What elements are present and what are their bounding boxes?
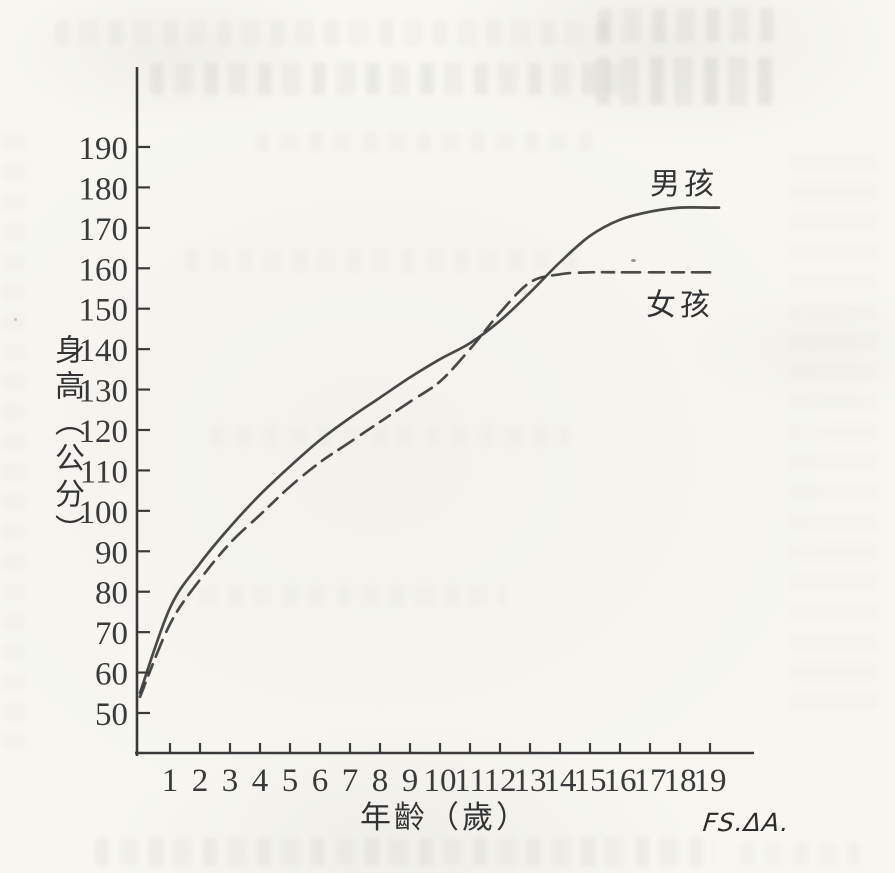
x-tick-label: 11: [454, 763, 486, 799]
x-tick-label: 12: [484, 763, 517, 799]
y-tick-label: 160: [79, 252, 129, 288]
y-tick-label: 150: [79, 293, 129, 329]
girl-height-curve: [138, 270, 721, 699]
bleedthrough-artifact: [598, 8, 783, 42]
bleedthrough-artifact: [55, 20, 615, 46]
y-tick-label: 50: [95, 697, 128, 733]
y-tick-label: 130: [79, 374, 129, 410]
bleedthrough-artifact: [175, 585, 505, 607]
bleedthrough-artifact: [596, 57, 776, 105]
y-tick-label: 80: [95, 576, 128, 612]
y-tick-label: 60: [95, 657, 128, 693]
x-tick-label: 10: [424, 763, 457, 799]
x-tick-label: 14: [544, 763, 577, 799]
x-tick-label: 15: [574, 763, 607, 799]
x-tick-label: 18: [664, 763, 697, 799]
bleedthrough-artifact: [3, 130, 25, 750]
x-axis-title: 年齡（歲）: [360, 800, 530, 835]
y-tick-label: 90: [95, 535, 128, 571]
bleedthrough-artifact: [95, 838, 715, 866]
bleedthrough-artifact: [210, 425, 570, 447]
x-tick-label: 2: [192, 763, 209, 799]
paper-speck: [631, 259, 636, 262]
y-axis-title: 身高（公分）: [50, 334, 83, 550]
y-tick-label: 110: [80, 454, 128, 490]
y-tick-label: 100: [79, 495, 129, 531]
paper-speck: [14, 318, 17, 321]
x-tick-label: 9: [402, 763, 419, 799]
y-tick-label: 180: [79, 171, 129, 207]
girl-series-label: 女孩: [646, 289, 714, 322]
y-tick-label: 140: [79, 333, 129, 369]
y-tick-label: 170: [79, 212, 129, 248]
bleedthrough-artifact: [740, 842, 860, 866]
bleedthrough-artifact: [255, 132, 595, 152]
handwritten-signature: FS.ΔA.: [701, 808, 792, 837]
x-tick-label: 6: [312, 763, 329, 799]
x-tick-label: 8: [372, 763, 389, 799]
x-tick-label: 3: [222, 763, 239, 799]
bleedthrough-artifact: [185, 248, 585, 272]
x-tick-label: 16: [604, 763, 637, 799]
x-tick-label: 4: [252, 763, 269, 799]
y-tick-label: 120: [79, 414, 129, 450]
x-tick-label: 17: [634, 763, 667, 799]
y-tick-label: 190: [79, 131, 129, 167]
x-tick-label: 5: [282, 763, 299, 799]
bleedthrough-artifact: [150, 63, 620, 95]
x-tick-label: 1: [162, 763, 179, 799]
x-tick-label: 7: [342, 763, 359, 799]
x-tick-label: 19: [694, 763, 727, 799]
boy-height-curve: [138, 205, 721, 695]
y-tick-label: 70: [95, 616, 128, 652]
x-tick-label: 13: [514, 763, 547, 799]
boy-series-label: 男孩: [650, 168, 718, 201]
